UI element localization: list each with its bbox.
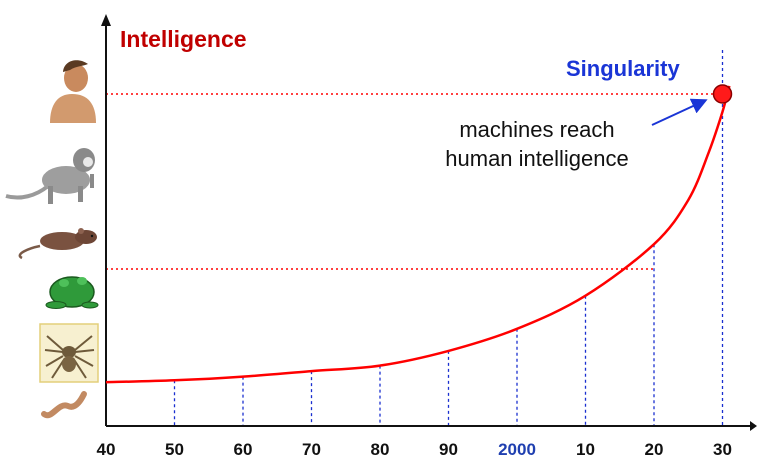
x-ticks: 40 50 60 70 80 90 2000 10 20 30 bbox=[97, 440, 732, 459]
rodent-icon bbox=[18, 228, 97, 260]
monkey-icon bbox=[5, 148, 95, 204]
x-tick-label: 70 bbox=[302, 440, 321, 459]
reference-lines bbox=[106, 93, 723, 270]
x-tick-label: 2000 bbox=[498, 440, 536, 459]
drop-lines bbox=[173, 50, 724, 426]
frog-icon bbox=[45, 276, 99, 309]
x-tick-label: 10 bbox=[576, 440, 595, 459]
y-axis-arrow bbox=[101, 14, 111, 26]
x-tick-label: 80 bbox=[371, 440, 390, 459]
human-icon bbox=[50, 60, 96, 123]
x-tick-label: 50 bbox=[165, 440, 184, 459]
x-tick-label: 60 bbox=[234, 440, 253, 459]
x-axis-arrow bbox=[750, 421, 757, 431]
annotation-arrow bbox=[651, 98, 708, 126]
x-tick-label: 40 bbox=[97, 440, 116, 459]
y-axis-label: Intelligence bbox=[120, 26, 247, 52]
singularity-label: Singularity bbox=[566, 56, 680, 81]
worm-icon bbox=[41, 391, 87, 419]
annotation-line-1: machines reach bbox=[459, 117, 614, 142]
singularity-point bbox=[712, 84, 733, 104]
x-tick-label: 20 bbox=[645, 440, 664, 459]
spider-icon bbox=[39, 323, 99, 383]
x-tick-label: 30 bbox=[713, 440, 732, 459]
x-tick-label: 90 bbox=[439, 440, 458, 459]
annotation-line-2: human intelligence bbox=[445, 146, 628, 171]
intelligence-curve bbox=[105, 85, 731, 384]
